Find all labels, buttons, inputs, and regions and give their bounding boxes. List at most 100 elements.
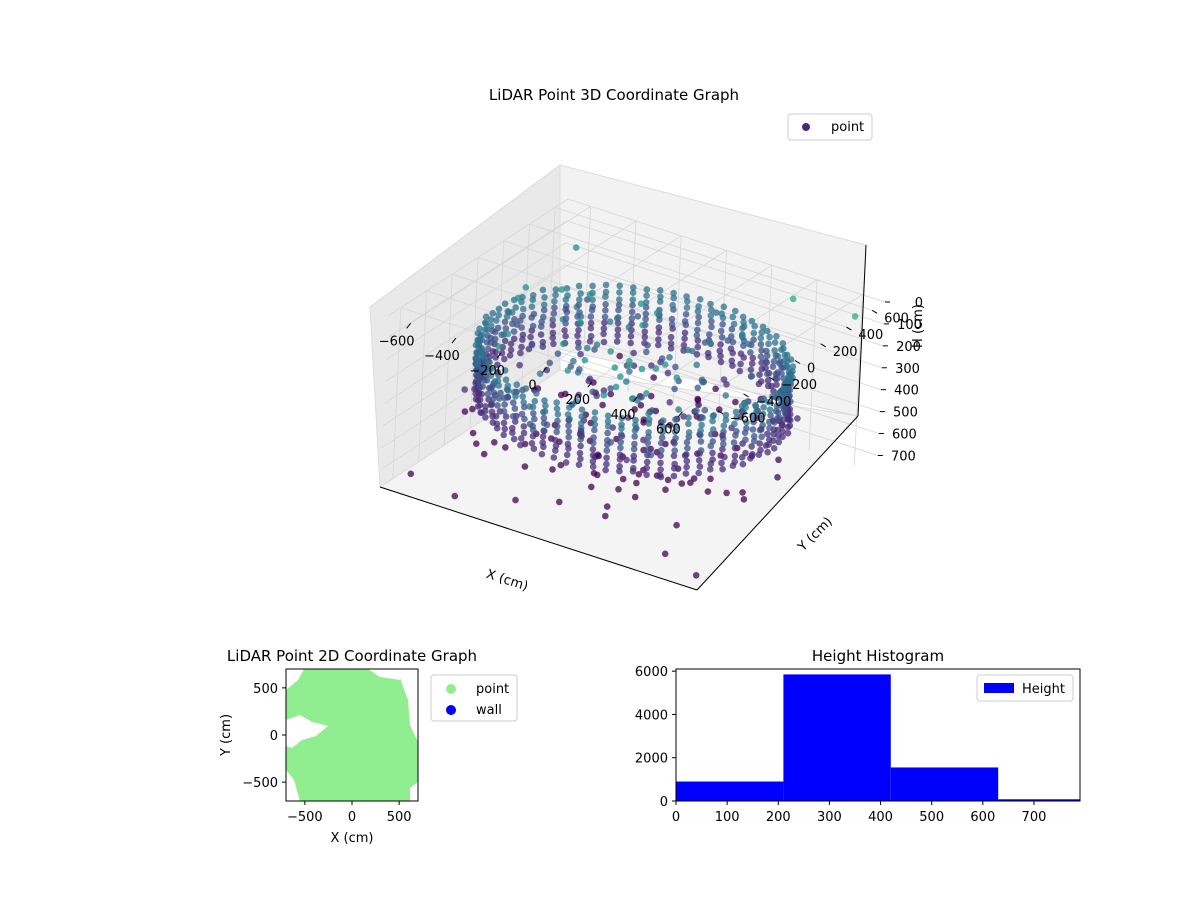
data-point-3d bbox=[645, 433, 652, 441]
data-point-3d bbox=[510, 328, 518, 335]
data-point-3d bbox=[766, 424, 773, 432]
y-tick-mark-3d bbox=[871, 309, 878, 314]
legend-2d-label-point: point bbox=[476, 682, 509, 697]
data-point-3d bbox=[539, 343, 547, 351]
data-point-3d bbox=[587, 332, 595, 340]
x-ticks-2d: −500 0 500 bbox=[287, 801, 412, 825]
data-point-3d bbox=[666, 354, 673, 361]
data-point-3d bbox=[694, 395, 701, 403]
data-point-3d bbox=[564, 367, 572, 374]
data-point-3d bbox=[604, 423, 612, 430]
data-point-3d bbox=[659, 417, 667, 424]
data-point-3d bbox=[758, 396, 766, 404]
data-point-3d bbox=[531, 415, 538, 423]
data-point-3d bbox=[553, 428, 560, 436]
y-tick-mark-3d bbox=[794, 360, 801, 364]
data-point-3d bbox=[578, 430, 585, 437]
histogram-x-tick-label: 700 bbox=[1022, 810, 1047, 825]
data-point-3d bbox=[789, 295, 797, 303]
data-point-3d bbox=[701, 339, 709, 346]
data-point-3d bbox=[616, 463, 623, 470]
data-point-3d bbox=[526, 403, 533, 410]
data-point-3d bbox=[753, 408, 760, 415]
data-point-3d bbox=[552, 447, 559, 454]
data-point-3d bbox=[557, 461, 565, 469]
x-tick-label-3d: −400 bbox=[424, 349, 460, 364]
histogram-x-tick-label: 500 bbox=[919, 810, 944, 825]
data-point-3d bbox=[642, 299, 650, 306]
data-point-3d bbox=[615, 486, 622, 493]
data-point-3d bbox=[740, 323, 748, 330]
data-point-3d bbox=[642, 310, 650, 318]
data-point-3d bbox=[668, 321, 676, 328]
data-point-3d bbox=[528, 341, 536, 349]
histogram-legend-swatch bbox=[984, 683, 1014, 693]
histogram-frame bbox=[675, 668, 1081, 802]
data-point-3d bbox=[482, 326, 489, 333]
data-point-3d bbox=[511, 405, 519, 412]
data-point-3d bbox=[708, 323, 715, 331]
y-ticks-2d: 500 0 −500 bbox=[242, 682, 286, 791]
data-point-3d bbox=[623, 378, 630, 385]
data-point-3d bbox=[502, 376, 510, 384]
data-point-3d bbox=[656, 298, 664, 305]
data-point-3d bbox=[762, 357, 769, 365]
y-tick-label-3d: 200 bbox=[833, 345, 858, 360]
data-point-3d bbox=[541, 397, 548, 404]
data-point-3d bbox=[625, 323, 633, 331]
legend-2d-marker-wall bbox=[446, 705, 456, 715]
data-point-3d bbox=[749, 412, 756, 420]
data-point-3d bbox=[748, 317, 756, 325]
data-point-3d bbox=[616, 282, 623, 290]
data-point-3d bbox=[629, 301, 636, 309]
data-point-3d bbox=[576, 296, 583, 303]
data-point-3d bbox=[647, 451, 655, 459]
data-point-3d bbox=[765, 441, 772, 448]
data-point-3d bbox=[673, 521, 680, 529]
data-point-3d bbox=[503, 313, 511, 320]
x-tick-mark-3d bbox=[677, 411, 683, 417]
data-point-3d bbox=[565, 428, 573, 435]
data-point-3d bbox=[591, 421, 599, 428]
data-point-3d bbox=[553, 405, 561, 413]
data-point-3d bbox=[512, 496, 519, 504]
data-point-3d bbox=[640, 416, 648, 424]
data-point-3d bbox=[770, 358, 778, 365]
data-point-3d bbox=[695, 303, 702, 310]
histogram-x-tick-label: 300 bbox=[817, 810, 842, 825]
gap-top-left bbox=[286, 669, 304, 690]
data-point-3d bbox=[518, 410, 526, 418]
histogram-y-tick-label: 4000 bbox=[635, 708, 668, 723]
data-point-3d bbox=[489, 383, 496, 390]
data-point-3d bbox=[662, 486, 669, 494]
data-point-3d bbox=[695, 469, 702, 477]
data-point-3d bbox=[504, 330, 512, 338]
gap-left bbox=[286, 715, 328, 748]
x-tick-label-3d: 600 bbox=[656, 423, 681, 438]
legend-2d-marker-point bbox=[446, 684, 456, 694]
data-point-3d bbox=[693, 351, 701, 358]
data-point-3d bbox=[540, 301, 548, 309]
data-point-3d bbox=[593, 341, 601, 349]
data-point-3d bbox=[672, 363, 679, 371]
chart-2d-scatter: LiDAR Point 2D Coordinate Graph −500 0 500… bbox=[219, 647, 518, 846]
data-point-3d bbox=[730, 320, 738, 328]
data-point-3d bbox=[750, 329, 758, 337]
data-point-3d bbox=[518, 343, 525, 351]
data-point-3d bbox=[745, 340, 753, 348]
data-point-3d bbox=[709, 449, 716, 457]
data-point-3d bbox=[657, 466, 664, 473]
data-point-3d bbox=[537, 331, 545, 338]
histogram-bar-1 bbox=[783, 674, 891, 801]
data-point-3d bbox=[540, 313, 547, 321]
histogram-x-tick-label: 600 bbox=[970, 810, 995, 825]
data-point-3d bbox=[619, 475, 627, 483]
data-point-3d bbox=[530, 310, 538, 318]
data-point-3d bbox=[739, 489, 746, 496]
data-point-3d bbox=[474, 360, 482, 368]
histogram-x-tick-label: 0 bbox=[672, 810, 680, 825]
data-point-3d bbox=[697, 447, 705, 454]
data-point-3d bbox=[740, 496, 748, 503]
data-point-3d bbox=[720, 422, 728, 430]
data-point-3d bbox=[764, 430, 771, 438]
